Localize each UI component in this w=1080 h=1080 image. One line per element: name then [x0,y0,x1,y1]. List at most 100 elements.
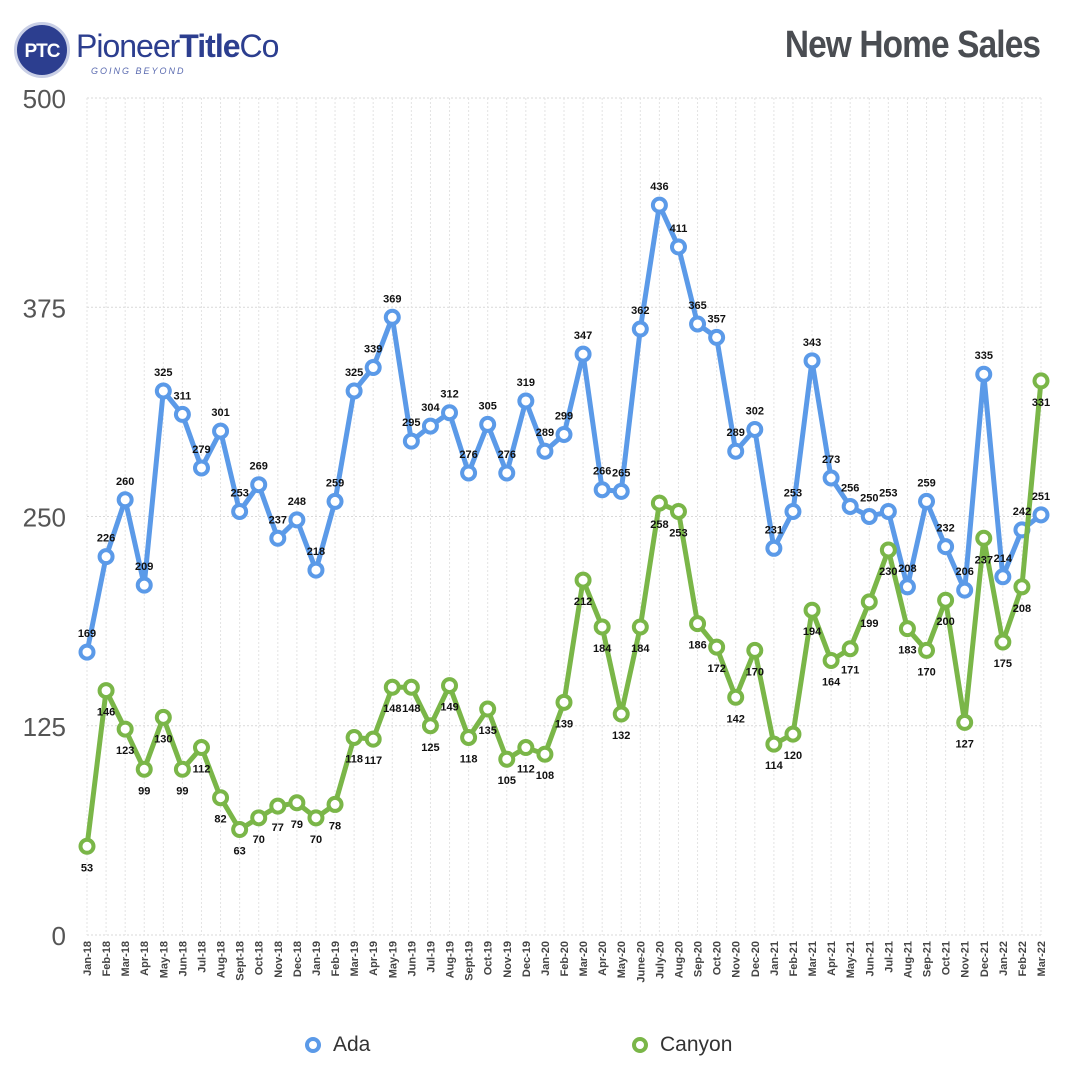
x-tick-label: Jan-21 [769,941,781,976]
x-tick-label: Sept-18 [235,941,247,981]
data-label-canyon: 170 [917,666,935,678]
data-point-ada [460,464,478,482]
data-point-ada [956,581,974,599]
data-label-ada: 251 [1032,491,1050,503]
data-label-canyon: 184 [631,643,650,655]
data-point-canyon [135,760,153,778]
x-tick-label: Nov-20 [731,941,743,978]
y-tick-label: 0 [52,921,66,951]
data-point-canyon [212,789,230,807]
data-point-canyon [803,601,821,619]
logo-badge-text: PTC [24,41,61,62]
data-point-ada [689,315,707,333]
data-point-canyon [383,678,401,696]
x-tick-label: Dec-20 [750,941,762,977]
data-label-canyon: 108 [536,770,554,782]
data-label-canyon: 105 [498,775,516,787]
data-point-ada [994,568,1012,586]
data-label-canyon: 149 [440,702,458,714]
data-point-ada [879,502,897,520]
data-label-canyon: 70 [253,834,265,846]
data-label-ada: 266 [593,466,611,478]
x-tick-label: Jun-21 [864,941,876,976]
data-point-ada [383,308,401,326]
x-tick-label: Feb-18 [101,941,113,976]
data-point-ada [727,442,745,460]
y-tick-label: 250 [23,503,66,533]
data-label-canyon: 172 [707,663,725,675]
data-point-canyon [841,640,859,658]
data-label-canyon: 117 [364,755,382,767]
data-label-ada: 301 [211,407,229,419]
data-point-ada [517,392,535,410]
data-point-canyon [307,809,325,827]
x-tick-label: Jun-18 [177,941,189,976]
data-label-canyon: 77 [272,822,284,834]
data-label-ada: 289 [727,427,745,439]
data-point-ada [765,539,783,557]
data-label-ada: 265 [612,467,630,479]
data-label-canyon: 170 [746,666,764,678]
data-label-ada: 242 [1013,506,1031,518]
x-tick-label: Jul-19 [425,941,437,973]
data-point-ada [650,196,668,214]
data-point-canyon [1032,372,1050,390]
data-point-canyon [650,494,668,512]
data-point-ada [612,482,630,500]
data-point-ada [898,578,916,596]
data-point-ada [574,345,592,363]
data-label-ada: 312 [440,389,458,401]
x-tick-label: Sep-20 [693,941,705,977]
data-point-ada [975,365,993,383]
data-point-ada [173,405,191,423]
data-label-canyon: 78 [329,820,341,832]
data-point-canyon [727,688,745,706]
logo-name-part: Co [239,28,280,64]
data-point-ada [116,491,134,509]
data-label-ada: 232 [936,523,954,535]
data-label-ada: 273 [822,454,840,466]
data-label-ada: 325 [345,367,363,379]
company-logo: PTC PioneerTitleCo GOING BEYOND [14,20,344,80]
data-label-ada: 253 [784,487,802,499]
data-label-ada: 365 [688,300,706,312]
y-tick-label: 375 [23,293,66,323]
x-tick-label: Nov-21 [960,941,972,978]
data-label-ada: 260 [116,476,134,488]
data-point-ada [231,502,249,520]
data-label-ada: 259 [917,477,935,489]
x-tick-label: Nov-19 [502,941,514,978]
x-tick-label: Dec-21 [979,941,991,977]
data-point-canyon [364,730,382,748]
data-label-canyon: 130 [154,733,172,745]
data-label-canyon: 127 [956,738,974,750]
x-tick-label: Aug-19 [445,941,457,978]
logo-tagline: GOING BEYOND [91,66,186,76]
data-label-ada: 169 [78,628,96,640]
data-label-ada: 269 [250,461,268,473]
data-point-canyon [479,700,497,718]
legend-label: Canyon [660,1033,733,1056]
data-point-canyon [192,739,210,757]
data-label-ada: 362 [631,305,649,317]
data-point-canyon [421,717,439,735]
data-label-canyon: 212 [574,596,592,608]
data-point-canyon [975,529,993,547]
data-point-canyon [116,720,134,738]
data-label-canyon: 112 [193,764,211,776]
data-label-ada: 231 [765,524,783,536]
data-label-canyon: 171 [841,665,859,677]
data-point-ada [154,382,172,400]
data-point-canyon [536,745,554,763]
data-label-ada: 343 [803,337,821,349]
legend-marker-icon [632,1037,648,1053]
data-label-canyon: 258 [650,519,668,531]
data-label-canyon: 148 [402,703,420,715]
data-label-canyon: 183 [898,645,916,657]
x-tick-label: Mar-19 [349,941,361,976]
data-point-ada [860,508,878,525]
x-tick-label: Aug-20 [673,941,685,978]
data-label-ada: 248 [288,496,306,508]
x-tick-label: Jan-19 [311,941,323,976]
data-label-ada: 256 [841,482,859,494]
